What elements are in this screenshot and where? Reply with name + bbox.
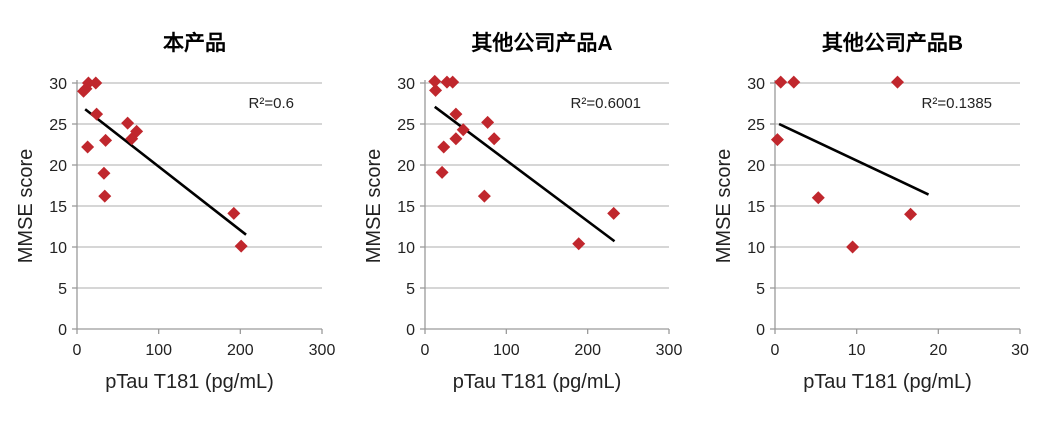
x-tick-label: 20 [929, 342, 947, 359]
y-tick-label: 10 [747, 240, 765, 257]
r-squared-annotation: R²=0.1385 [922, 95, 992, 112]
x-tick-label: 0 [771, 342, 780, 359]
data-point [481, 115, 495, 129]
data-point [456, 123, 470, 137]
x-tick-label: 300 [309, 342, 336, 359]
x-tick-label: 300 [656, 342, 683, 359]
y-tick-label: 30 [397, 76, 415, 93]
chart-title: 本产品 [163, 31, 226, 55]
y-axis-label: MMSE score [15, 149, 37, 263]
chart-title: 其他公司产品B [822, 31, 963, 55]
data-point [446, 75, 460, 89]
x-axis-label: pTau T181 (pg/mL) [453, 371, 622, 393]
data-point [811, 191, 825, 205]
data-point [437, 140, 451, 154]
y-tick-label: 25 [747, 117, 765, 134]
data-point [449, 132, 463, 146]
y-axis-label: MMSE score [363, 149, 385, 263]
x-axis-label: pTau T181 (pg/mL) [803, 371, 972, 393]
data-point [435, 165, 449, 179]
data-point [97, 166, 111, 180]
data-point [99, 133, 113, 147]
data-point [891, 75, 904, 89]
data-point [572, 237, 586, 251]
x-tick-label: 200 [574, 342, 601, 359]
data-point [787, 75, 801, 89]
x-tick-label: 100 [145, 342, 172, 359]
x-tick-label: 0 [73, 342, 82, 359]
y-tick-label: 15 [747, 199, 765, 216]
data-point [90, 107, 104, 121]
x-tick-label: 30 [1011, 342, 1029, 359]
data-point [774, 75, 788, 89]
y-tick-label: 20 [49, 158, 67, 175]
y-tick-label: 10 [397, 240, 415, 257]
y-axis-label: MMSE score [713, 149, 735, 263]
y-tick-label: 25 [397, 117, 415, 134]
y-tick-label: 30 [49, 76, 67, 93]
data-point [429, 83, 443, 97]
chart-panel-3: 其他公司产品B 0 5 10 15 20 25 30 0 10 20 30 pTau T181 (pg/… [713, 31, 1029, 393]
y-tick-label: 30 [747, 76, 765, 93]
data-point [770, 133, 784, 147]
chart-title: 其他公司产品A [471, 31, 612, 55]
y-tick-label: 0 [406, 322, 415, 339]
y-tick-label: 5 [406, 281, 415, 298]
x-tick-label: 200 [227, 342, 254, 359]
y-tick-label: 20 [397, 158, 415, 175]
data-point [428, 74, 442, 88]
data-point [98, 189, 112, 203]
y-tick-label: 25 [49, 117, 67, 134]
trendline [84, 108, 247, 236]
trendline [778, 122, 930, 196]
data-point [130, 124, 144, 138]
x-axis-label: pTau T181 (pg/mL) [105, 371, 274, 393]
r-squared-annotation: R²=0.6 [249, 95, 294, 112]
data-point [487, 132, 501, 146]
data-point [477, 189, 491, 203]
r-squared-annotation: R²=0.6001 [571, 95, 641, 112]
y-tick-label: 15 [49, 199, 67, 216]
data-point [449, 107, 463, 121]
data-point [227, 206, 241, 220]
y-tick-label: 20 [747, 158, 765, 175]
x-tick-label: 100 [493, 342, 520, 359]
x-tick-label: 10 [848, 342, 866, 359]
data-point [121, 116, 135, 130]
y-tick-label: 5 [58, 281, 67, 298]
x-tick-label: 0 [421, 342, 430, 359]
data-point [79, 82, 93, 96]
data-point [89, 76, 103, 90]
y-tick-label: 0 [756, 322, 765, 339]
data-point [846, 240, 860, 254]
y-tick-label: 0 [58, 322, 67, 339]
y-tick-label: 10 [49, 240, 67, 257]
data-point [904, 207, 918, 221]
data-point [607, 206, 621, 220]
y-tick-label: 15 [397, 199, 415, 216]
data-point [234, 239, 248, 253]
data-point [81, 140, 95, 154]
y-tick-label: 5 [756, 281, 765, 298]
